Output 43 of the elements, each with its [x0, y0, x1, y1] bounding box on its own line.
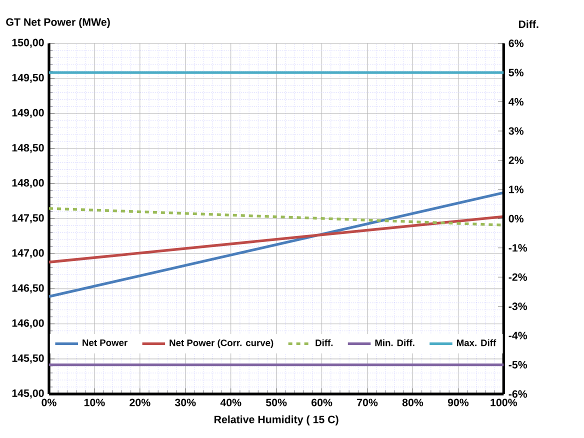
y2-tick-label: 6%: [508, 40, 524, 48]
y2-tick-label: -6%: [508, 390, 528, 398]
y2-tick-label: 4%: [508, 98, 524, 106]
y-tick-label: 149,50: [12, 74, 44, 83]
x-tick-label: 100%: [490, 398, 518, 406]
y-tick-label: 146,50: [12, 284, 44, 294]
x-tick-label: 80%: [402, 398, 424, 406]
y-tick-label: 146,00: [12, 319, 44, 328]
y-tick-label: 147,00: [12, 249, 44, 258]
y2-axis-title: Diff.: [518, 20, 538, 28]
y2-tick-label: -4%: [508, 332, 528, 340]
x-tick-label: 0%: [42, 398, 56, 406]
y2-tick-label: 1%: [509, 186, 524, 194]
y2-tick-label: -5%: [508, 361, 528, 369]
y2-tick-label: 2%: [508, 156, 524, 164]
y-axis-title: GT Net Power (MWe): [6, 18, 110, 28]
legend-label: Net Power (Corr. curve): [170, 339, 274, 348]
y-tick-label: 147,50: [12, 214, 44, 224]
x-tick-label: 10%: [84, 398, 105, 406]
x-tick-label: 60%: [312, 398, 332, 406]
y-tick-label: 150,00: [12, 38, 44, 48]
y-tick-label: 148,00: [12, 179, 44, 188]
y2-tick-label: -2%: [508, 273, 528, 281]
y2-tick-label: -3%: [508, 302, 528, 310]
y-tick-label: 145,50: [12, 354, 44, 364]
y-tick-label: 149,00: [12, 108, 44, 118]
y-tick-label: 145,00: [12, 389, 44, 399]
x-tick-label: 50%: [266, 398, 287, 406]
x-tick-label: 40%: [220, 398, 242, 406]
x-tick-label: 70%: [357, 398, 378, 406]
x-axis-title: Relative Humidity ( 15 C): [214, 415, 338, 426]
y2-tick-label: -1%: [508, 244, 528, 252]
y2-tick-label: 3%: [508, 127, 524, 135]
x-tick-label: 30%: [174, 398, 196, 406]
legend-label: Min. Diff.: [375, 339, 414, 346]
x-tick-label: 90%: [448, 398, 469, 406]
legend-label: Net Power: [82, 339, 128, 346]
y2-tick-label: 0%: [508, 214, 524, 222]
y2-tick-label: 5%: [508, 68, 524, 76]
y-tick-label: 148,50: [12, 144, 44, 154]
legend-label: Diff.: [316, 339, 333, 346]
legend-label: Max. Diff: [456, 339, 496, 346]
x-tick-label: 20%: [130, 398, 150, 406]
